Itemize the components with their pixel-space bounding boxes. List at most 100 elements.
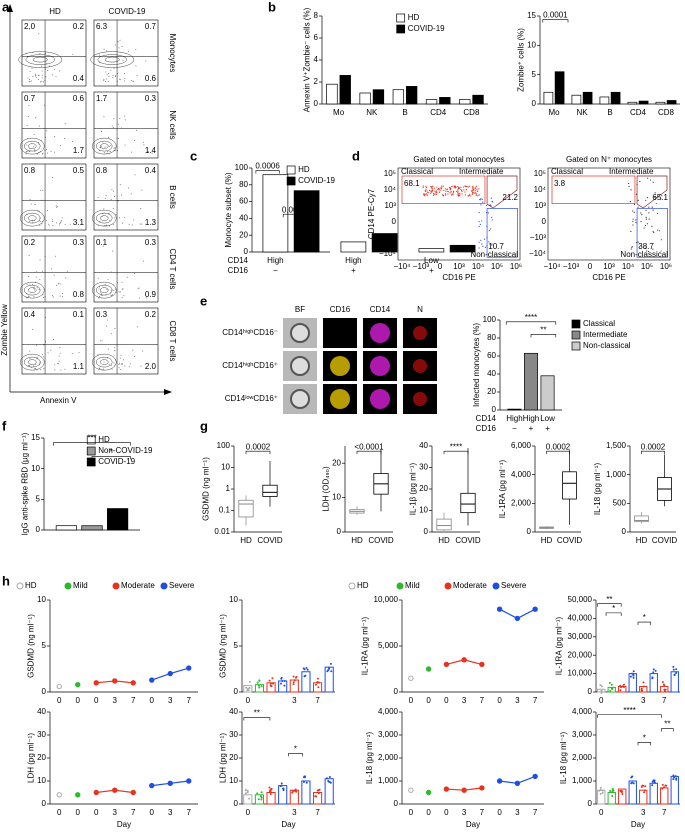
event	[53, 339, 55, 341]
y-tick-label: 5	[42, 641, 47, 650]
event	[102, 245, 104, 247]
y-tick-label: 3,000	[572, 730, 593, 739]
event	[55, 205, 57, 207]
point	[93, 789, 99, 796]
point	[600, 685, 603, 688]
annotation: *	[612, 604, 615, 613]
legend-marker	[396, 582, 404, 590]
bar	[254, 794, 265, 805]
point	[672, 668, 675, 671]
bracket	[641, 450, 665, 455]
x-row-label: +	[545, 424, 550, 433]
event	[631, 246, 633, 249]
point	[514, 615, 521, 622]
event	[142, 350, 144, 352]
point	[675, 668, 678, 671]
event	[28, 296, 30, 298]
x-tick-label: 7	[315, 696, 320, 705]
annotation: 0.0002	[246, 442, 271, 451]
y-tick-label: 100	[483, 315, 497, 324]
point	[268, 786, 271, 789]
event	[35, 367, 37, 369]
event	[632, 224, 634, 226]
point	[675, 672, 678, 675]
event	[644, 224, 647, 227]
event	[447, 191, 449, 193]
gate-value: 10.7	[488, 242, 504, 251]
event	[660, 250, 662, 252]
event	[115, 75, 117, 77]
y-tick-label: 10³	[384, 201, 396, 210]
event	[133, 139, 135, 141]
bracket	[443, 450, 469, 455]
event	[28, 295, 30, 297]
event	[117, 73, 119, 75]
legend-label: Moderate	[121, 581, 155, 590]
point	[532, 606, 538, 612]
point	[282, 787, 285, 790]
point	[601, 791, 604, 794]
point	[620, 790, 623, 793]
event	[101, 216, 103, 218]
event	[33, 133, 35, 135]
event	[39, 369, 41, 371]
quadrant-value: 1.3	[145, 218, 157, 227]
quadrant-value: 0.4	[145, 166, 157, 175]
legend-marker	[64, 582, 72, 590]
event	[118, 291, 120, 293]
y-tick-label: 10³	[534, 201, 546, 210]
event	[114, 347, 116, 349]
box	[460, 492, 476, 514]
point	[611, 687, 614, 690]
quadrant-value: 0.8	[24, 166, 36, 175]
event	[119, 39, 121, 41]
event	[439, 187, 441, 189]
gate-value: 68.1	[404, 179, 420, 188]
gate-name: Non-classical	[470, 250, 518, 259]
event	[39, 279, 41, 281]
channel-label: CD14	[370, 305, 391, 314]
x-tick-label: 0	[94, 808, 99, 817]
x-tick-label: 0	[76, 808, 81, 817]
event	[645, 218, 647, 220]
bar	[618, 788, 627, 805]
y-axis-label: GSDMD (ng ml⁻¹)	[202, 457, 211, 521]
contour	[99, 143, 109, 149]
event	[28, 81, 30, 83]
event	[124, 365, 126, 367]
point	[112, 678, 118, 684]
y-tick-label: 0	[314, 99, 319, 108]
event	[29, 350, 31, 352]
x-tick-label: 7	[662, 808, 667, 817]
event	[36, 356, 38, 358]
event	[60, 283, 62, 285]
y-axis-label: Infected monocytes (%)	[472, 323, 481, 407]
event	[41, 70, 43, 72]
cell	[370, 323, 390, 343]
event	[142, 260, 144, 262]
event	[48, 225, 50, 227]
panel-label: h	[2, 573, 10, 588]
event	[660, 239, 663, 241]
event	[61, 293, 63, 295]
event	[442, 194, 444, 196]
event	[465, 185, 467, 188]
legend-swatch	[571, 319, 581, 329]
event	[489, 228, 491, 230]
event	[452, 185, 454, 187]
contour	[19, 353, 45, 371]
y-tick-label: 30,000	[568, 632, 593, 641]
point	[631, 672, 634, 675]
point	[291, 791, 294, 794]
y-tick-label: 0	[36, 525, 41, 534]
annotation: *	[294, 745, 297, 754]
point	[600, 690, 603, 693]
event	[104, 146, 106, 148]
point	[56, 792, 62, 798]
event	[64, 123, 66, 125]
contour	[99, 287, 109, 293]
event	[111, 125, 113, 127]
y-tick-label: 100	[235, 163, 249, 172]
event	[477, 195, 479, 197]
